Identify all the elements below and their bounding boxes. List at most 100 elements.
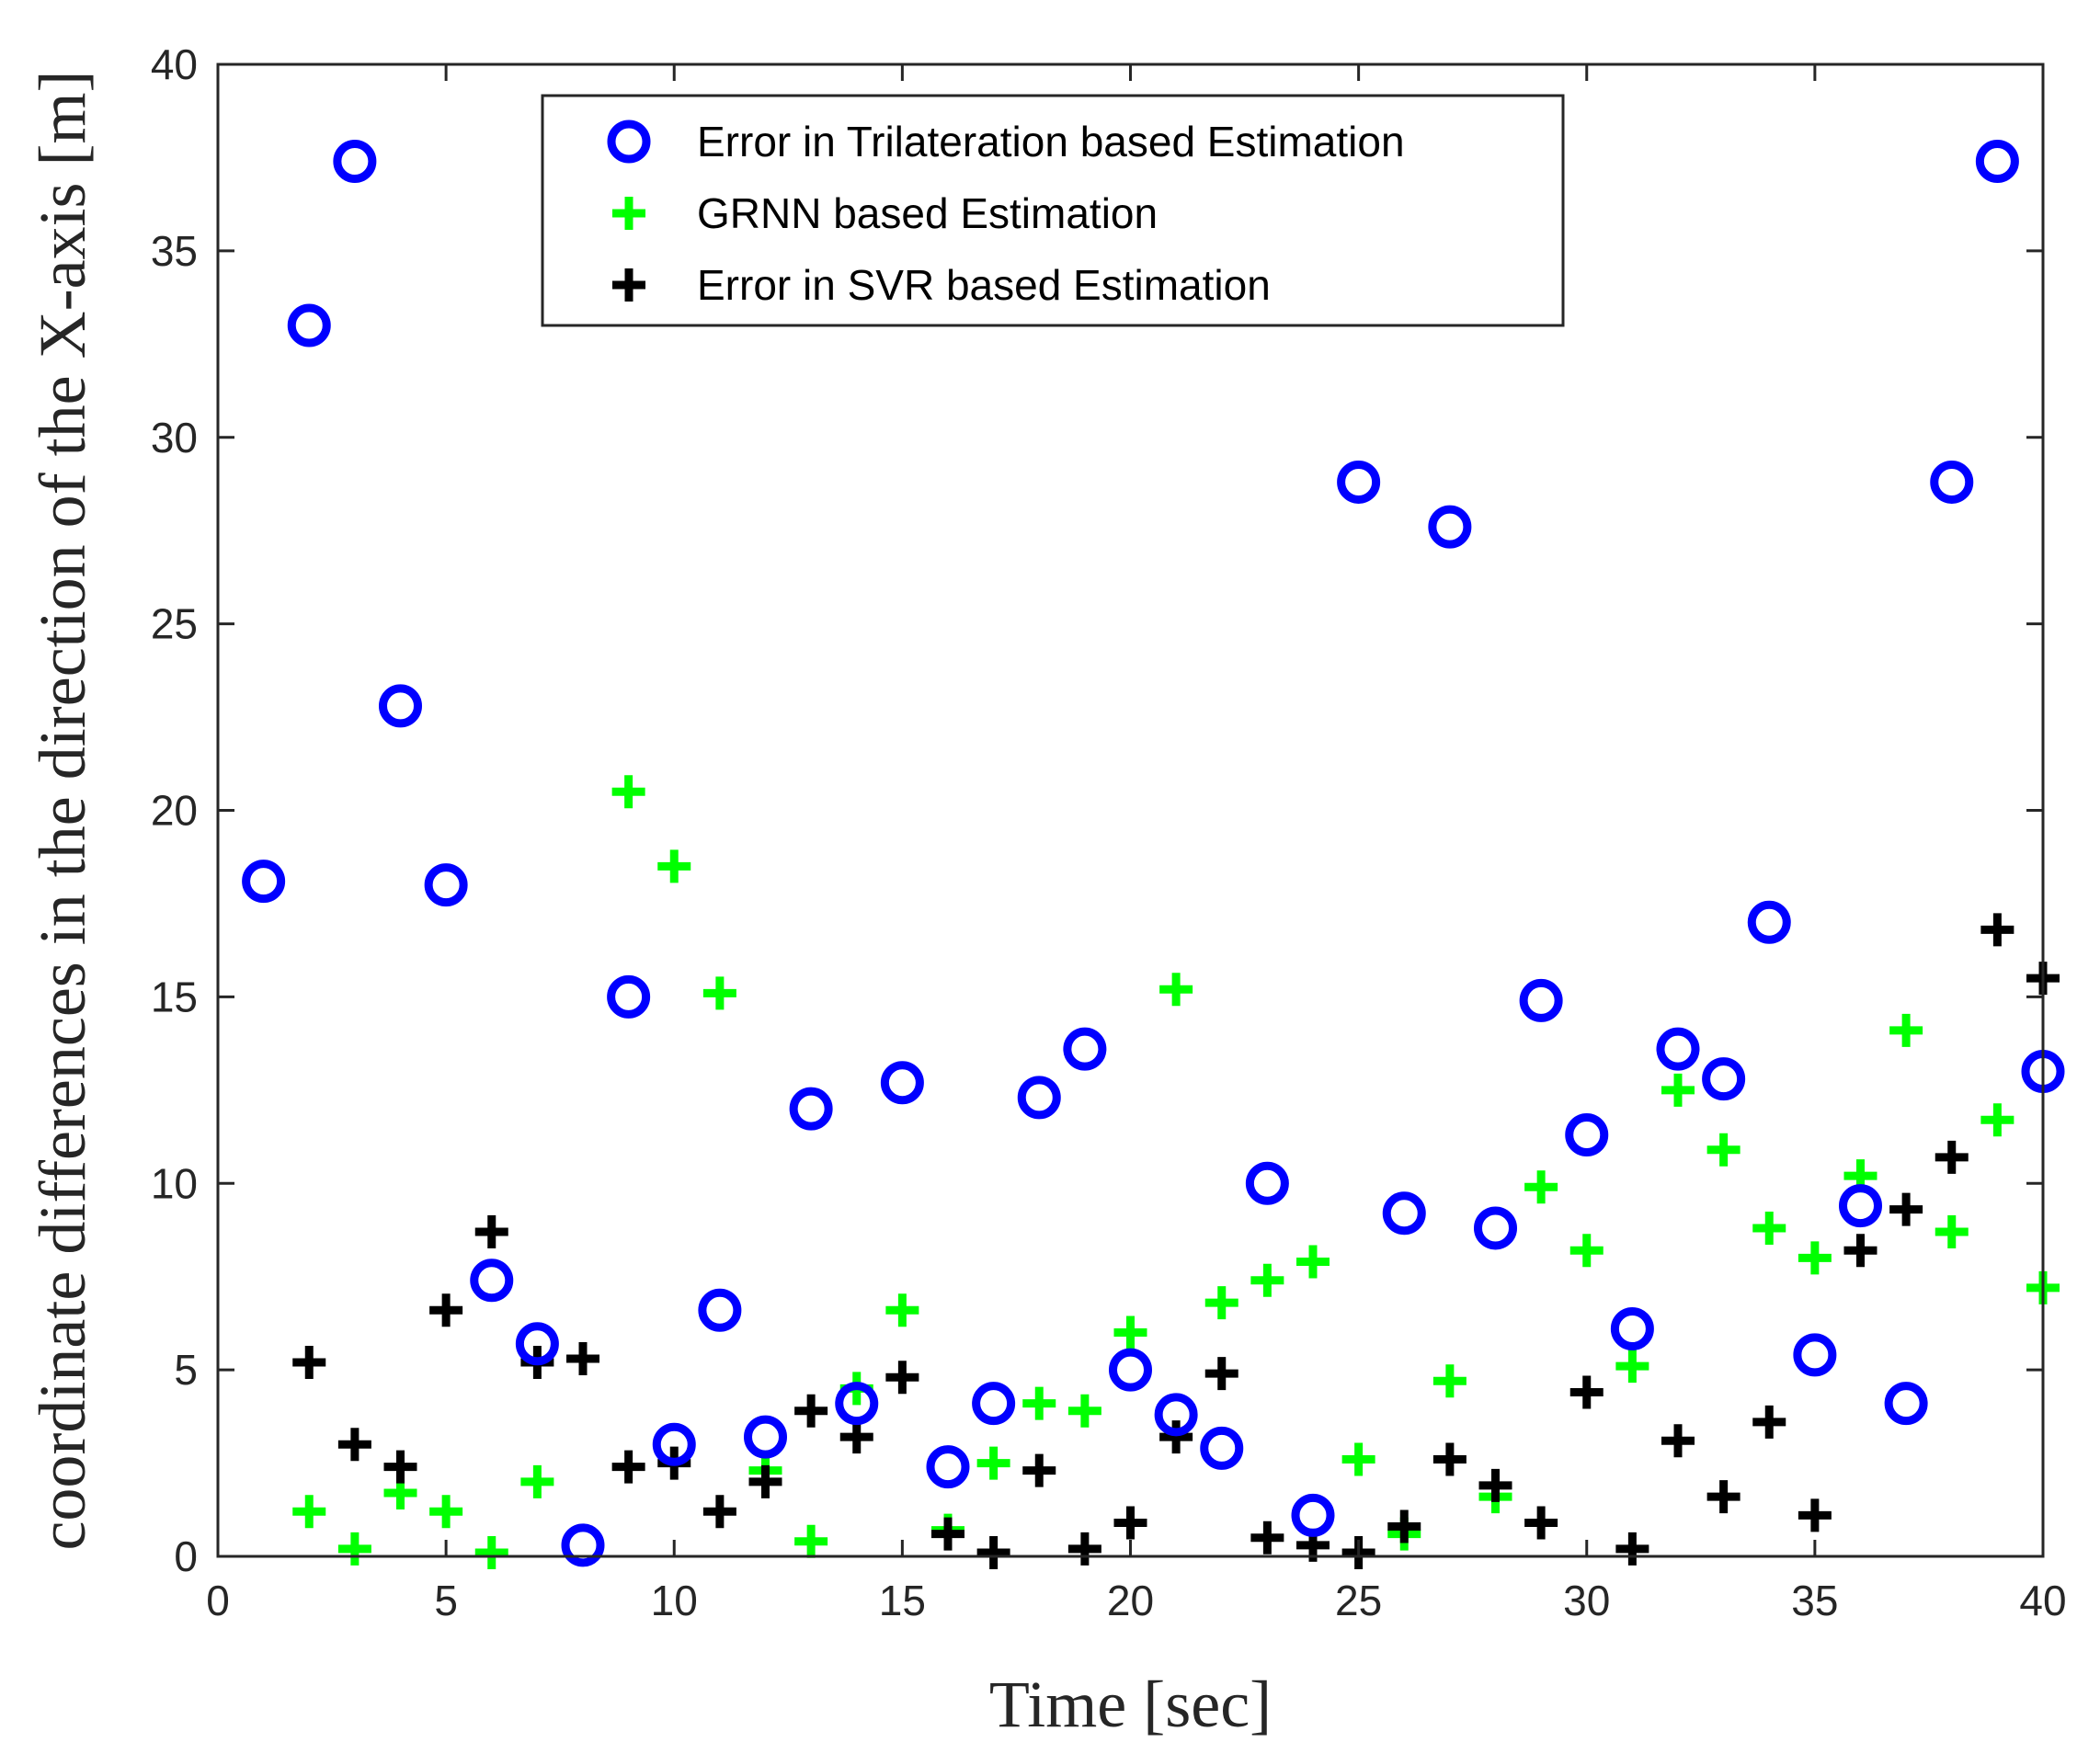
trilateration-point xyxy=(1975,139,2019,183)
svr-point xyxy=(1661,1424,1695,1458)
legend-label-svr: Error in SVR based Estimation xyxy=(697,261,1271,309)
grnn-point xyxy=(976,1446,1010,1480)
grnn-point xyxy=(1113,1316,1147,1350)
grnn-point xyxy=(702,976,736,1010)
x-tick-label: 40 xyxy=(2019,1577,2066,1624)
series-svr xyxy=(292,913,2060,1569)
svr-point xyxy=(1387,1509,1421,1543)
trilateration-point xyxy=(1702,1057,1746,1101)
trilateration-point xyxy=(515,1322,559,1366)
x-tick-label: 20 xyxy=(1107,1577,1154,1624)
svr-point xyxy=(1569,1375,1604,1409)
grnn-point xyxy=(1752,1211,1786,1245)
trilateration-point xyxy=(1930,460,1974,504)
trilateration-point xyxy=(1017,1076,1061,1120)
trilateration-point xyxy=(744,1415,787,1459)
svr-point xyxy=(1615,1532,1649,1566)
axis-ticks: 0 5 10 15 20 25 30 35 40 0 5 10 15 20 25 30 35 40 xyxy=(151,40,2067,1624)
y-tick-label: 35 xyxy=(151,227,198,275)
svr-point xyxy=(1889,1192,1923,1226)
trilateration-point xyxy=(652,1422,696,1466)
y-tick-label: 10 xyxy=(151,1159,198,1207)
x-tick-label: 35 xyxy=(1791,1577,1838,1624)
svr-point xyxy=(1113,1506,1147,1540)
legend-marker-svr xyxy=(612,268,645,302)
series-trilateration xyxy=(242,139,2065,1567)
svr-point xyxy=(1752,1405,1786,1439)
svr-point xyxy=(1478,1468,1512,1502)
grnn-point xyxy=(520,1464,554,1498)
grnn-point xyxy=(1022,1386,1056,1420)
svr-point xyxy=(1067,1532,1101,1566)
y-tick-label: 40 xyxy=(151,40,198,88)
legend: Error in Trilateration based Estimation G… xyxy=(541,94,1565,327)
grnn-point xyxy=(1067,1394,1101,1428)
trilateration-point xyxy=(1382,1191,1426,1236)
svr-point xyxy=(1159,1420,1193,1454)
trilateration-point xyxy=(926,1445,970,1489)
grnn-point xyxy=(1296,1245,1330,1279)
grnn-point xyxy=(1615,1350,1649,1384)
trilateration-point xyxy=(1200,1426,1244,1470)
trilateration-point xyxy=(379,684,422,728)
svr-point xyxy=(611,1450,645,1484)
legend-label-trilateration: Error in Trilateration based Estimation xyxy=(697,118,1405,165)
grnn-point xyxy=(611,775,645,809)
trilateration-point xyxy=(1656,1027,1700,1071)
svr-point xyxy=(1250,1521,1284,1555)
trilateration-point xyxy=(1154,1393,1198,1437)
svr-point xyxy=(1524,1506,1558,1540)
y-tick-label: 5 xyxy=(174,1346,198,1394)
svr-point xyxy=(383,1450,417,1484)
data-marks xyxy=(242,139,2065,1569)
grnn-point xyxy=(1889,1013,1923,1047)
grnn-point xyxy=(657,849,691,883)
grnn-point xyxy=(429,1495,463,1529)
trilateration-point xyxy=(1610,1306,1654,1350)
grnn-point xyxy=(337,1532,371,1566)
trilateration-point xyxy=(1428,505,1472,549)
svr-point xyxy=(702,1495,736,1529)
x-tick-label: 25 xyxy=(1335,1577,1382,1624)
svr-point xyxy=(1022,1453,1056,1487)
trilateration-point xyxy=(972,1382,1016,1426)
svr-point xyxy=(1980,913,2014,947)
trilateration-point xyxy=(424,863,468,907)
trilateration-point xyxy=(1474,1206,1517,1250)
svr-point xyxy=(794,1394,828,1428)
y-tick-label: 20 xyxy=(151,787,198,835)
trilateration-point xyxy=(287,303,331,347)
trilateration-point xyxy=(1063,1027,1107,1071)
trilateration-point xyxy=(561,1523,605,1567)
trilateration-point xyxy=(835,1382,879,1426)
legend-marker-grnn xyxy=(612,197,645,230)
trilateration-point xyxy=(1291,1493,1335,1537)
trilateration-point xyxy=(607,974,651,1019)
x-tick-label: 30 xyxy=(1563,1577,1610,1624)
svr-point xyxy=(976,1535,1010,1569)
svr-point xyxy=(337,1428,371,1462)
grnn-point xyxy=(474,1535,508,1569)
svr-point xyxy=(566,1341,599,1375)
y-axis-label: coordinate differences in the direction … xyxy=(26,70,99,1550)
legend-marker-trilateration xyxy=(607,120,651,164)
trilateration-point xyxy=(880,1061,924,1105)
trilateration-point xyxy=(242,860,286,904)
grnn-point xyxy=(1341,1442,1375,1476)
grnn-point xyxy=(1524,1170,1558,1204)
svr-point xyxy=(1935,1140,1969,1174)
grnn-point xyxy=(1250,1263,1284,1297)
grnn-point xyxy=(1569,1234,1604,1268)
grnn-point xyxy=(1798,1241,1832,1275)
y-tick-label: 0 xyxy=(174,1532,198,1580)
x-tick-label: 10 xyxy=(651,1577,698,1624)
trilateration-point xyxy=(1884,1382,1928,1426)
svr-point xyxy=(839,1420,873,1454)
y-tick-label: 25 xyxy=(151,600,198,648)
grnn-point xyxy=(1159,973,1193,1007)
trilateration-point xyxy=(1565,1113,1609,1157)
grnn-point xyxy=(885,1293,919,1327)
grnn-point xyxy=(1706,1133,1740,1167)
trilateration-point xyxy=(1793,1333,1837,1377)
trilateration-point xyxy=(698,1288,742,1332)
